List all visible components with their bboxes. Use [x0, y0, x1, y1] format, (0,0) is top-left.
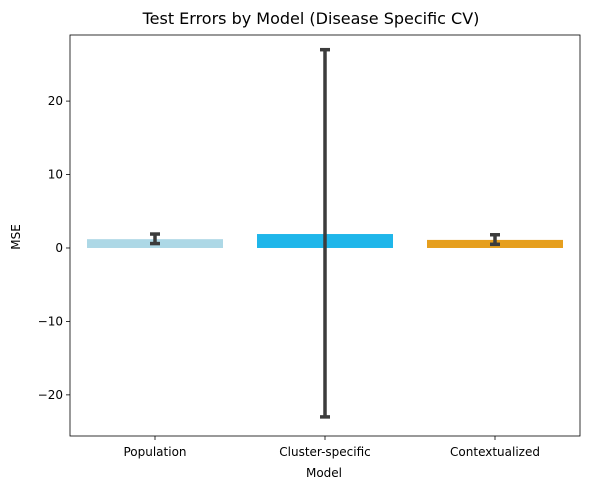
chart-title: Test Errors by Model (Disease Specific C…	[142, 9, 480, 28]
x-axis-label: Model	[306, 466, 342, 480]
y-tick-label-1: −10	[38, 314, 63, 328]
y-axis-label: MSE	[9, 224, 23, 250]
plot-area: −20 −10 0 10 20 Population Cluster-specific Con…	[38, 34, 581, 459]
y-tick-label-0: −20	[38, 388, 63, 402]
y-tick-label-4: 20	[48, 94, 63, 108]
x-tick-label-1: Cluster-specific	[279, 445, 371, 459]
y-tick-label-3: 10	[48, 168, 63, 182]
y-tick-label-2: 0	[55, 241, 63, 255]
x-tick-label-2: Contextualized	[450, 445, 540, 459]
x-tick-label-0: Population	[123, 445, 186, 459]
